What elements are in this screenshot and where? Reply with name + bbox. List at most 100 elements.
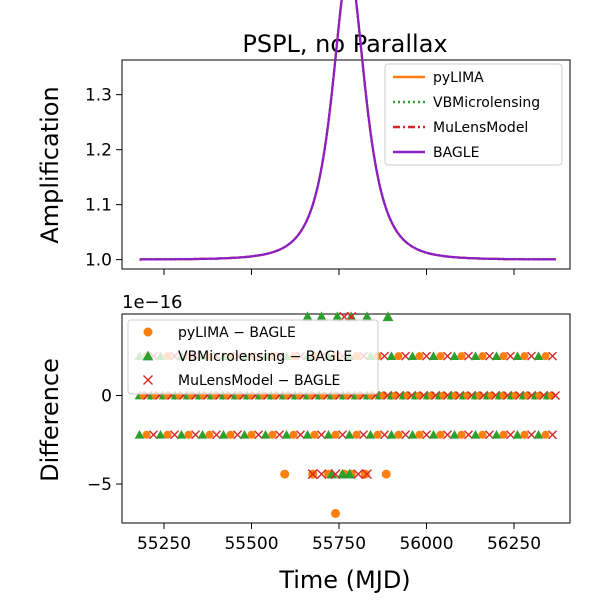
legend-label-x: MuLensModel − BAGLE — [178, 373, 340, 389]
band-point — [470, 429, 481, 439]
band-point — [344, 429, 355, 439]
diff-point-triangle — [337, 468, 348, 479]
band-point — [443, 351, 452, 361]
band-point — [511, 391, 520, 400]
band-point — [415, 352, 424, 361]
band-point — [535, 391, 544, 400]
amplification-panel: PSPL, no Parallax 1.0 1.1 1.2 1.3 Amplifica… — [36, 0, 571, 275]
band-point — [289, 430, 298, 439]
band-point — [475, 391, 484, 400]
band-point — [499, 352, 508, 361]
bottom-x-tick-label: 55750 — [312, 534, 366, 554]
bottom-plot-frame — [121, 313, 571, 524]
bottom-axis-ticks: 55250 55500 55750 56000 56250 −5 0 — [87, 386, 541, 554]
diff-point-circle — [331, 508, 340, 518]
diff-point-x — [316, 469, 327, 480]
band-point — [464, 351, 473, 361]
band-point — [233, 430, 242, 440]
legend-label-mulensmodel: MuLensModel — [433, 120, 528, 136]
band-point — [548, 351, 557, 361]
band-point — [275, 430, 284, 440]
band-point — [436, 430, 445, 439]
top-legend-box — [384, 63, 563, 166]
band-point — [487, 391, 496, 400]
bottom-x-axis-label: Time (MJD) — [278, 566, 410, 594]
diff-point-x — [307, 469, 318, 480]
bottom-y-tick-label: −5 — [87, 475, 112, 495]
band-point — [506, 351, 515, 361]
band-point — [391, 391, 400, 400]
band-point — [373, 430, 382, 439]
diff-point-triangle — [382, 311, 394, 322]
top-plot-frame — [121, 59, 571, 270]
top-chart-title: PSPL, no Parallax — [242, 30, 447, 58]
band-point — [268, 430, 277, 439]
band-point — [527, 351, 536, 361]
bottom-y-tick-label: 0 — [101, 386, 112, 406]
band-point — [551, 390, 560, 400]
band-point — [394, 352, 403, 361]
diff-point-triangle — [316, 311, 327, 322]
legend-marker-x — [143, 375, 153, 385]
band-point — [491, 429, 502, 439]
band-point — [499, 391, 508, 400]
diff-point-triangle — [326, 468, 338, 479]
band-point — [163, 430, 172, 439]
band-point — [527, 430, 536, 440]
bottom-x-tick-label: 55500 — [224, 534, 278, 554]
band-point — [365, 429, 376, 439]
band-point — [218, 429, 229, 439]
diff-point-circle — [381, 469, 391, 479]
band-point — [142, 430, 151, 439]
band-point — [386, 429, 397, 439]
legend-label-vbmicrolensing: VBMicrolensing — [433, 95, 540, 111]
band-point — [380, 351, 389, 361]
band-point — [170, 430, 179, 440]
band-point — [463, 391, 472, 400]
band-point — [470, 351, 481, 360]
band-point — [205, 430, 214, 439]
band-point — [359, 430, 368, 440]
band-point — [512, 351, 523, 360]
band-point — [547, 391, 556, 400]
band-point — [443, 430, 452, 440]
top-y-tick-label: 1.3 — [85, 86, 112, 106]
band-point — [451, 391, 460, 400]
top-legend: pyLIMA VBMicrolensing MuLensModel BAGLE — [384, 63, 563, 166]
diff-point-x — [353, 469, 364, 480]
band-point — [352, 430, 361, 439]
legend-label-triangle: VBMicrolensing − BAGLE — [178, 349, 352, 365]
band-point — [379, 391, 388, 400]
amplification-curves — [139, 0, 556, 261]
top-y-axis-label: Amplification — [36, 86, 64, 243]
top-axis-ticks: 1.0 1.1 1.2 1.3 — [85, 86, 515, 275]
band-point — [457, 352, 466, 361]
band-point — [317, 430, 326, 440]
diff-point-triangle — [344, 468, 355, 479]
diff-point-triangle — [361, 311, 373, 322]
band-point — [191, 430, 200, 440]
band-point — [386, 351, 397, 360]
curve-bagle — [139, 0, 556, 261]
band-point — [478, 352, 487, 361]
bottom-scale-label: 1e−16 — [122, 292, 183, 313]
band-point — [485, 351, 494, 361]
band-point — [226, 430, 235, 439]
band-point — [331, 430, 340, 439]
band-point — [491, 351, 502, 360]
band-point — [407, 429, 418, 439]
band-point — [149, 430, 158, 440]
band-point — [457, 430, 466, 439]
bottom-legend: pyLIMA − BAGLE VBMicrolensing − BAGLE MuLe… — [127, 319, 379, 395]
top-y-tick-label: 1.0 — [85, 251, 112, 271]
band-point — [506, 430, 515, 440]
band-point — [464, 430, 473, 440]
band-point — [449, 351, 460, 360]
band-point — [478, 430, 487, 439]
band-point — [422, 430, 431, 440]
band-point — [415, 430, 424, 439]
band-point — [403, 391, 412, 400]
bottom-x-tick-label: 56000 — [399, 534, 453, 554]
bottom-legend-box — [127, 319, 379, 395]
